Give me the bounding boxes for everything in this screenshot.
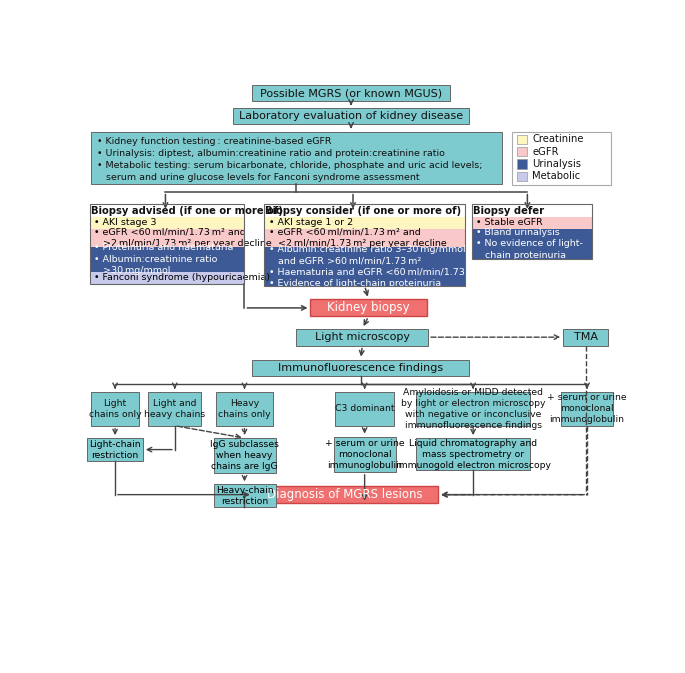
Bar — [264, 247, 465, 285]
Bar — [90, 217, 245, 229]
Bar — [90, 272, 245, 284]
Bar — [264, 229, 465, 247]
Text: Light microscopy: Light microscopy — [315, 332, 410, 342]
Bar — [91, 392, 139, 426]
Text: eGFR: eGFR — [532, 147, 558, 157]
Bar — [334, 437, 396, 472]
Bar — [90, 247, 245, 272]
Text: Laboratory evaluation of kidney disease: Laboratory evaluation of kidney disease — [239, 111, 463, 121]
Bar — [563, 328, 608, 346]
Bar — [91, 132, 502, 184]
Text: Liquid chromatography and
mass spectrometry or
immunogold electron microscopy: Liquid chromatography and mass spectrome… — [396, 439, 551, 470]
Bar — [252, 486, 438, 503]
Text: Creatinine: Creatinine — [532, 135, 584, 144]
Bar — [516, 135, 527, 144]
Text: Kidney biopsy: Kidney biopsy — [327, 302, 410, 314]
Bar — [471, 217, 592, 229]
Text: Biopsy consider (if one or more of): Biopsy consider (if one or more of) — [265, 206, 462, 216]
Bar — [416, 392, 530, 426]
Bar — [216, 392, 273, 426]
Bar — [516, 160, 527, 168]
Text: Light-chain
restriction: Light-chain restriction — [89, 439, 141, 460]
Bar — [562, 392, 612, 426]
Bar — [416, 438, 530, 470]
Text: Metabolic: Metabolic — [532, 171, 580, 181]
Bar — [512, 132, 611, 186]
Text: Amyloidosis or MIDD detected
by light or electron microscopy
with negative or in: Amyloidosis or MIDD detected by light or… — [401, 388, 545, 430]
Bar — [297, 328, 428, 346]
Text: • Kidney function testing : creatinine-based eGFR
• Urinalysis: diptest, albumin: • Kidney function testing : creatinine-b… — [97, 137, 483, 182]
Bar — [471, 204, 592, 259]
Text: Light and
heavy chains: Light and heavy chains — [144, 398, 206, 419]
Text: Possible MGRS (or known MGUS): Possible MGRS (or known MGUS) — [260, 88, 442, 98]
Text: IgG subclasses
when heavy
chains are IgG: IgG subclasses when heavy chains are IgG — [210, 440, 279, 471]
Bar — [264, 217, 465, 229]
Text: • eGFR <60 ml/min/1.73 m² and
   <2 ml/min/1.73 m² per year decline: • eGFR <60 ml/min/1.73 m² and <2 ml/min/… — [269, 227, 446, 248]
Text: C3 dominant: C3 dominant — [335, 404, 395, 413]
Bar — [516, 172, 527, 181]
Text: • Fanconi syndrome (hypouricaemia): • Fanconi syndrome (hypouricaemia) — [94, 273, 270, 283]
Text: Biopsy defer: Biopsy defer — [473, 206, 545, 216]
Bar — [252, 359, 469, 376]
Bar — [90, 204, 245, 284]
Bar — [471, 229, 592, 259]
Bar — [90, 229, 245, 247]
Bar — [264, 204, 465, 285]
Text: Urinalysis: Urinalysis — [532, 159, 581, 169]
Bar — [214, 438, 275, 474]
Text: Heavy
chains only: Heavy chains only — [219, 398, 271, 419]
Bar — [149, 392, 201, 426]
Text: • Albumin:creatinine ratio 3–30 mg/mmol
   and eGFR >60 ml/min/1.73 m²
• Haematu: • Albumin:creatinine ratio 3–30 mg/mmol … — [269, 245, 480, 288]
Text: • Proteinuria and haematuria
• Albumin:creatinine ratio
   >30 mg/mmol: • Proteinuria and haematuria • Albumin:c… — [94, 244, 234, 275]
Text: Biopsy advised (if one or more of): Biopsy advised (if one or more of) — [91, 206, 283, 216]
Text: • AKI stage 1 or 2: • AKI stage 1 or 2 — [269, 218, 353, 227]
Bar — [233, 108, 469, 124]
Bar — [252, 85, 450, 101]
Text: Heavy-chain
restriction: Heavy-chain restriction — [216, 486, 273, 506]
Text: Light
chains only: Light chains only — [89, 398, 141, 419]
Text: • eGFR <60 ml/min/1.73 m² and
   >2 ml/min/1.73 m² per year decline: • eGFR <60 ml/min/1.73 m² and >2 ml/min/… — [94, 227, 272, 248]
Text: Diagnosis of MGRS lesions: Diagnosis of MGRS lesions — [267, 488, 423, 501]
Text: Immunofluorescence findings: Immunofluorescence findings — [278, 363, 443, 373]
Bar — [87, 438, 143, 461]
Text: • AKI stage 3: • AKI stage 3 — [94, 218, 157, 227]
Text: • Bland urinalysis
• No evidence of light-
   chain proteinuria: • Bland urinalysis • No evidence of ligh… — [476, 228, 583, 260]
Text: TMA: TMA — [573, 332, 597, 342]
Text: + serum or urine
monoclonal
immunoglobulin: + serum or urine monoclonal immunoglobul… — [547, 393, 627, 425]
Text: • Stable eGFR: • Stable eGFR — [476, 218, 543, 227]
Bar — [516, 147, 527, 156]
Bar — [310, 299, 427, 316]
Bar — [214, 485, 275, 507]
Text: + serum or urine
monoclonal
immunoglobulin: + serum or urine monoclonal immunoglobul… — [325, 439, 404, 470]
Bar — [335, 392, 394, 426]
